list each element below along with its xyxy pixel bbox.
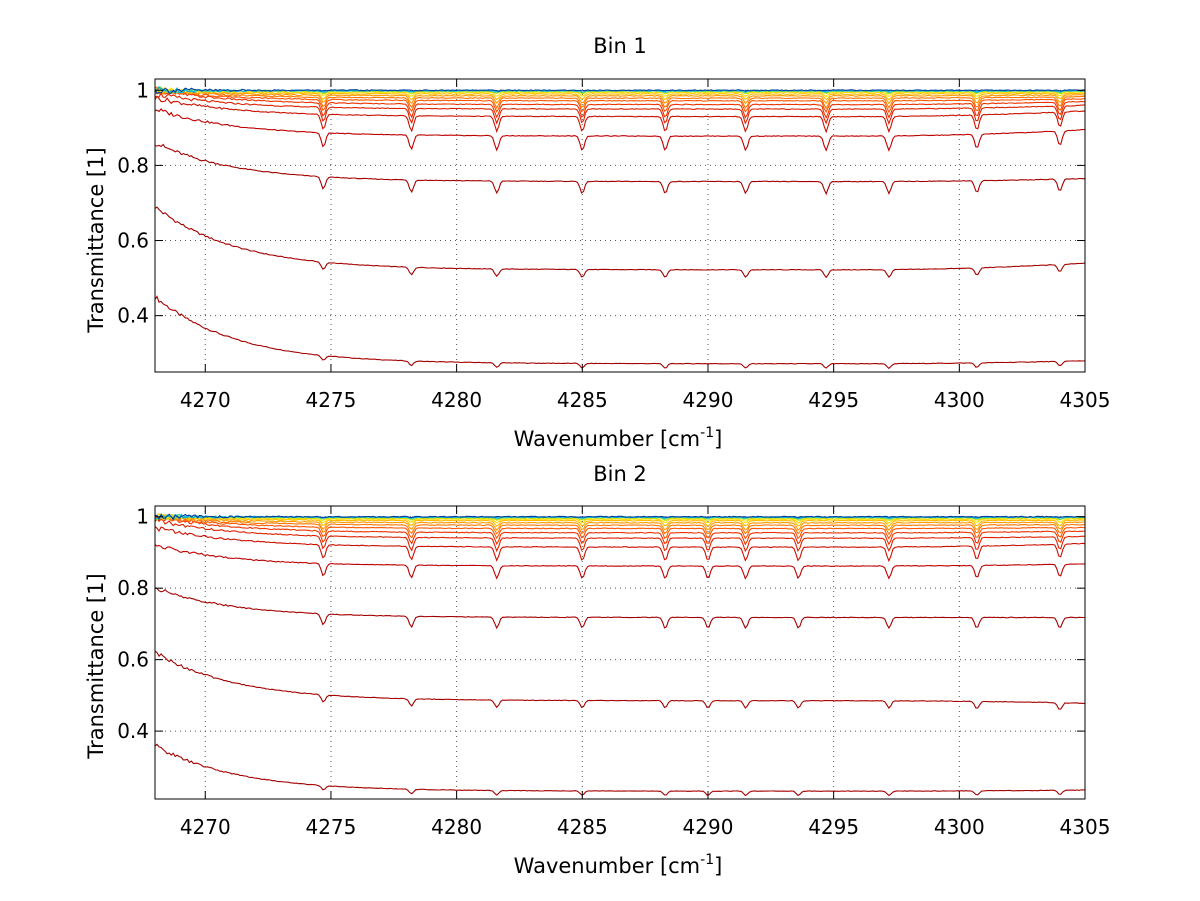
series-line-trace-9 [154,514,1086,536]
x-tick-label: 4280 [431,815,482,839]
series-line-trace-2 [154,650,1086,710]
series-line-trace-5 [154,526,1086,563]
y-axis-label: Transmittance [1] [84,147,108,333]
series-line-trace-8 [154,515,1086,540]
series-group [154,512,1086,797]
x-tick-label: 4305 [1060,388,1111,412]
series-line-trace-4 [154,108,1086,152]
plot-area [154,505,1086,800]
x-tick-label: 4280 [431,388,482,412]
y-tick-label: 0.8 [117,576,149,600]
x-tick-label: 4275 [305,815,356,839]
x-tick-label: 4275 [305,388,356,412]
series-line-trace-10 [154,86,1086,105]
series-line-trace-7 [154,86,1085,120]
x-tick-label: 4305 [1060,815,1111,839]
chart-title: Bin 1 [593,34,647,58]
series-line-trace-8 [154,87,1085,114]
y-tick-label: 1 [136,505,149,529]
series-line-trace-1 [154,295,1086,370]
x-tick-label: 4270 [180,815,231,839]
y-tick-label: 0.4 [117,304,149,328]
x-tick-label: 4295 [808,388,859,412]
series-line-trace-2 [154,206,1086,279]
axis-ticks: 4270 4275 4280 4285 4290 4295 4300 4305 0.4 0.6 0.… [117,78,1110,412]
x-tick-label: 4270 [180,388,231,412]
series-line-trace-10 [154,512,1086,532]
series-line-trace-16 [155,513,1086,521]
series-line-trace-6 [154,92,1086,125]
chart-title: Bin 2 [593,462,647,486]
series-line-trace-4 [154,544,1086,580]
x-tick-label: 4285 [557,815,608,839]
chart-panel-bin-1: Bin 1 4270 4275 4280 4285 4290 4295 4300 4305 0.… [84,34,1110,451]
plot-area [154,78,1086,373]
x-axis-label: Wavenumber [cm-1] [514,852,723,878]
x-tick-label: 4290 [683,388,734,412]
series-line-trace-11 [154,86,1086,101]
series-line-trace-6 [154,518,1086,553]
x-tick-label: 4290 [683,815,734,839]
y-tick-label: 0.6 [117,648,149,672]
series-line-trace-1 [154,743,1085,797]
x-axis-label: Wavenumber [cm-1] [514,425,723,451]
chart-panel-bin-2: Bin 2 4270 4275 4280 4285 4290 4295 4300 4305 0.… [84,462,1110,878]
series-line-trace-11 [155,513,1086,528]
y-tick-label: 0.8 [117,153,149,177]
x-tick-label: 4285 [557,388,608,412]
series-line-trace-7 [154,514,1086,546]
series-line-trace-3 [154,587,1085,630]
series-group [154,85,1086,370]
series-line-trace-3 [154,143,1086,196]
grid [155,79,1086,372]
y-tick-label: 0.6 [117,229,149,253]
series-line-trace-5 [154,95,1086,134]
x-tick-label: 4300 [934,388,985,412]
y-tick-label: 1 [136,78,149,102]
series-line-trace-12 [154,86,1085,98]
series-line-trace-16 [154,87,1086,95]
y-tick-label: 0.4 [117,719,149,743]
axis-ticks: 4270 4275 4280 4285 4290 4295 4300 4305 0.4 0.6 0.… [117,505,1110,839]
series-line-trace-9 [154,85,1085,110]
x-tick-label: 4295 [808,815,859,839]
x-tick-label: 4300 [934,815,985,839]
y-axis-label: Transmittance [1] [84,573,108,759]
grid [155,506,1086,799]
